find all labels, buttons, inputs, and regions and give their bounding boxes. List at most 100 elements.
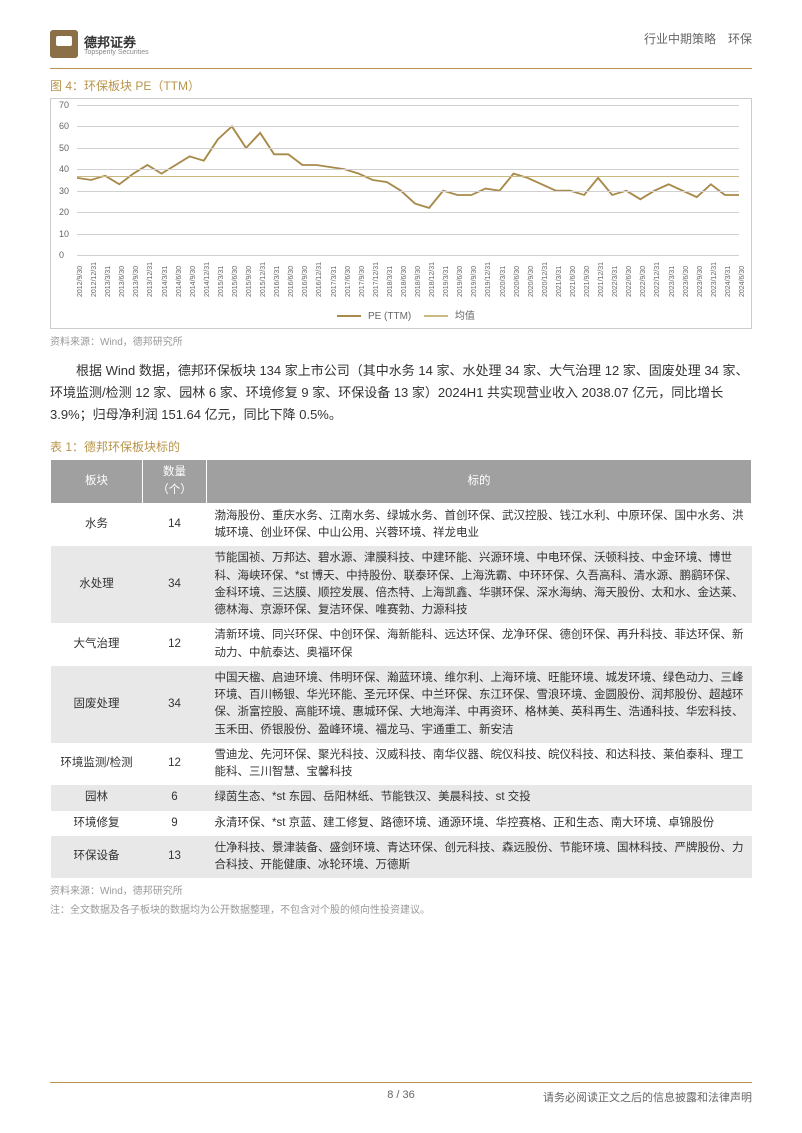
table-row: 园林6绿茵生态、*st 东园、岳阳林纸、节能铁汉、美晨科技、st 交投 bbox=[51, 785, 752, 810]
x-tick-label: 2015/3/31 bbox=[218, 266, 225, 297]
x-tick-label: 2013/12/31 bbox=[147, 262, 154, 297]
table-source: 资料来源：Wind，德邦研究所 bbox=[50, 882, 752, 897]
x-tick-label: 2019/3/31 bbox=[443, 266, 450, 297]
page-number: 8 / 36 bbox=[284, 1089, 518, 1105]
figure-source: 资料来源：Wind，德邦研究所 bbox=[50, 333, 752, 348]
cell-names: 清新环境、同兴环保、中创环保、海新能科、远达环保、龙净环保、德创环保、再升科技、… bbox=[207, 623, 752, 666]
x-tick-label: 2023/6/30 bbox=[683, 266, 690, 297]
cell-count: 12 bbox=[143, 623, 207, 666]
legend-avg-label: 均值 bbox=[455, 311, 475, 322]
x-tick-label: 2018/6/30 bbox=[401, 266, 408, 297]
company-name-en: Topsperity Securities bbox=[84, 49, 149, 56]
body-paragraph: 根据 Wind 数据，德邦环保板块 134 家上市公司（其中水务 14 家、水处… bbox=[50, 360, 752, 426]
x-tick-label: 2021/12/31 bbox=[598, 262, 605, 297]
footer-disclaimer: 请务必阅读正文之后的信息披露和法律声明 bbox=[518, 1089, 752, 1105]
cell-names: 节能国祯、万邦达、碧水源、津膜科技、中建环能、兴源环境、中电环保、沃顿科技、中金… bbox=[207, 546, 752, 623]
logo-icon bbox=[50, 30, 78, 58]
x-tick-label: 2012/12/31 bbox=[91, 262, 98, 297]
x-tick-label: 2016/6/30 bbox=[288, 266, 295, 297]
x-tick-label: 2018/12/31 bbox=[429, 262, 436, 297]
company-name-cn: 德邦证券 bbox=[84, 35, 136, 50]
figure-title: 图 4：环保板块 PE（TTM） bbox=[50, 77, 752, 94]
cell-count: 13 bbox=[143, 836, 207, 879]
x-tick-label: 2014/12/31 bbox=[204, 262, 211, 297]
x-tick-label: 2013/6/30 bbox=[119, 266, 126, 297]
y-tick-label: 40 bbox=[59, 164, 69, 174]
header-right-text: 行业中期策略 环保 bbox=[644, 30, 752, 47]
x-tick-label: 2017/6/30 bbox=[345, 266, 352, 297]
chart-x-labels: 2012/9/30 2012/12/31 2013/3/31 2013/6/30 201… bbox=[77, 255, 739, 303]
table-row: 固废处理34中国天楹、启迪环境、伟明环保、瀚蓝环境、维尔利、上海环境、旺能环境、… bbox=[51, 666, 752, 743]
y-tick-label: 30 bbox=[59, 186, 69, 196]
cell-sector: 固废处理 bbox=[51, 666, 143, 743]
x-tick-label: 2020/6/30 bbox=[514, 266, 521, 297]
x-tick-label: 2023/3/31 bbox=[669, 266, 676, 297]
x-tick-label: 2020/12/31 bbox=[542, 262, 549, 297]
cell-sector: 水处理 bbox=[51, 546, 143, 623]
table-row: 环境监测/检测12雪迪龙、先河环保、聚光科技、汉威科技、南华仪器、皖仪科技、皖仪… bbox=[51, 743, 752, 786]
x-tick-label: 2014/6/30 bbox=[176, 266, 183, 297]
table-row: 环境修复9永清环保、*st 京蓝、建工修复、路德环境、通源环境、华控赛格、正和生… bbox=[51, 811, 752, 836]
x-tick-label: 2022/12/31 bbox=[654, 262, 661, 297]
cell-count: 9 bbox=[143, 811, 207, 836]
x-tick-label: 2022/6/30 bbox=[626, 266, 633, 297]
cell-names: 永清环保、*st 京蓝、建工修复、路德环境、通源环境、华控赛格、正和生态、南大环… bbox=[207, 811, 752, 836]
col-sector: 板块 bbox=[51, 460, 143, 504]
col-count: 数量（个） bbox=[143, 460, 207, 504]
x-tick-label: 2015/12/31 bbox=[260, 262, 267, 297]
x-tick-label: 2016/9/30 bbox=[302, 266, 309, 297]
cell-names: 中国天楹、启迪环境、伟明环保、瀚蓝环境、维尔利、上海环境、旺能环境、城发环境、绿… bbox=[207, 666, 752, 743]
x-tick-label: 2018/3/31 bbox=[387, 266, 394, 297]
cell-sector: 环境修复 bbox=[51, 811, 143, 836]
x-tick-label: 2021/9/30 bbox=[584, 266, 591, 297]
x-tick-label: 2014/3/31 bbox=[162, 266, 169, 297]
x-tick-label: 2015/9/30 bbox=[246, 266, 253, 297]
sector-table: 板块 数量（个） 标的 水务14渤海股份、重庆水务、江南水务、绿城水务、首创环保… bbox=[50, 459, 752, 878]
chart-plot-area: 010203040506070 bbox=[77, 105, 739, 255]
cell-sector: 园林 bbox=[51, 785, 143, 810]
x-tick-label: 2022/3/31 bbox=[612, 266, 619, 297]
x-tick-label: 2018/9/30 bbox=[415, 266, 422, 297]
y-tick-label: 0 bbox=[59, 250, 64, 260]
page-footer: 8 / 36 请务必阅读正文之后的信息披露和法律声明 bbox=[50, 1089, 752, 1105]
x-tick-label: 2024/6/30 bbox=[739, 266, 746, 297]
x-tick-label: 2021/3/31 bbox=[556, 266, 563, 297]
col-names: 标的 bbox=[207, 460, 752, 504]
cell-sector: 环境监测/检测 bbox=[51, 743, 143, 786]
y-tick-label: 60 bbox=[59, 121, 69, 131]
table-note: 注：全文数据及各子板块的数据均为公开数据整理，不包含对个股的倾向性投资建议。 bbox=[50, 901, 752, 916]
x-tick-label: 2014/9/30 bbox=[190, 266, 197, 297]
cell-sector: 大气治理 bbox=[51, 623, 143, 666]
table-row: 水务14渤海股份、重庆水务、江南水务、绿城水务、首创环保、武汉控股、钱江水利、中… bbox=[51, 503, 752, 546]
x-tick-label: 2015/6/30 bbox=[232, 266, 239, 297]
x-tick-label: 2013/9/30 bbox=[133, 266, 140, 297]
x-tick-label: 2017/12/31 bbox=[373, 262, 380, 297]
cell-names: 渤海股份、重庆水务、江南水务、绿城水务、首创环保、武汉控股、钱江水利、中原环保、… bbox=[207, 503, 752, 546]
legend-swatch-pe bbox=[337, 315, 361, 317]
x-tick-label: 2020/9/30 bbox=[528, 266, 535, 297]
cell-sector: 水务 bbox=[51, 503, 143, 546]
chart-legend: PE (TTM) 均值 bbox=[59, 303, 743, 324]
cell-count: 12 bbox=[143, 743, 207, 786]
cell-names: 雪迪龙、先河环保、聚光科技、汉威科技、南华仪器、皖仪科技、皖仪科技、和达科技、莱… bbox=[207, 743, 752, 786]
x-tick-label: 2019/12/31 bbox=[485, 262, 492, 297]
table-title: 表 1：德邦环保板块标的 bbox=[50, 438, 752, 455]
cell-names: 仕净科技、景津装备、盛剑环境、青达环保、创元科技、森远股份、节能环境、国林科技、… bbox=[207, 836, 752, 879]
y-tick-label: 50 bbox=[59, 143, 69, 153]
cell-count: 6 bbox=[143, 785, 207, 810]
x-tick-label: 2016/12/31 bbox=[316, 262, 323, 297]
table-row: 大气治理12清新环境、同兴环保、中创环保、海新能科、远达环保、龙净环保、德创环保… bbox=[51, 623, 752, 666]
cell-count: 14 bbox=[143, 503, 207, 546]
footer-divider bbox=[50, 1082, 752, 1083]
x-tick-label: 2016/3/31 bbox=[274, 266, 281, 297]
cell-count: 34 bbox=[143, 666, 207, 743]
x-tick-label: 2013/3/31 bbox=[105, 266, 112, 297]
x-tick-label: 2017/3/31 bbox=[331, 266, 338, 297]
table-row: 水处理34节能国祯、万邦达、碧水源、津膜科技、中建环能、兴源环境、中电环保、沃顿… bbox=[51, 546, 752, 623]
x-tick-label: 2023/9/30 bbox=[697, 266, 704, 297]
x-tick-label: 2012/9/30 bbox=[77, 266, 84, 297]
page-header: 德邦证券 Topsperity Securities 行业中期策略 环保 bbox=[50, 30, 752, 58]
logo-block: 德邦证券 Topsperity Securities bbox=[50, 30, 149, 58]
x-tick-label: 2022/9/30 bbox=[640, 266, 647, 297]
x-tick-label: 2023/12/31 bbox=[711, 262, 718, 297]
